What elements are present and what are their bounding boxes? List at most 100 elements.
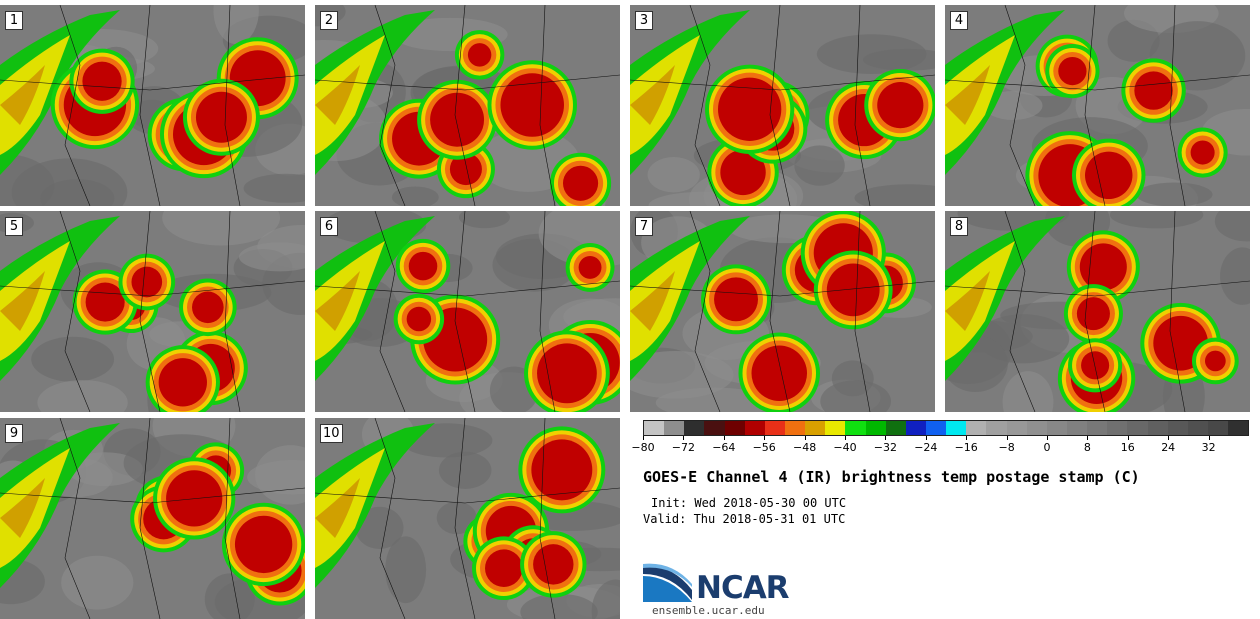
front-core-inner <box>315 65 360 125</box>
colorbar-swatch <box>946 421 967 435</box>
boundary-line <box>1004 5 1036 206</box>
panel-label: 5 <box>5 217 23 236</box>
colorbar-tick-label: −56 <box>752 441 776 454</box>
ir-image <box>945 211 1250 412</box>
ncar-logo-text: NCAR <box>696 570 790 606</box>
ground-texture <box>438 451 492 489</box>
panel-label: 10 <box>320 424 343 443</box>
front-core <box>945 35 1015 155</box>
boundary-line <box>315 74 620 91</box>
ground-texture <box>391 186 439 206</box>
ground-texture <box>1214 211 1250 242</box>
boundary-line <box>139 418 161 619</box>
colorbar-swatch <box>1107 421 1128 435</box>
colorbar-tick <box>1208 436 1210 440</box>
front-band <box>945 216 1065 381</box>
convective-cell-core <box>192 291 224 324</box>
ground-texture <box>591 579 620 619</box>
ground-texture <box>355 506 404 550</box>
boundary-line <box>315 280 620 297</box>
convective-cell-core <box>408 251 438 281</box>
boundary-line <box>374 5 406 206</box>
front-band <box>315 423 435 588</box>
front-core-inner <box>315 478 360 538</box>
convective-cell-core <box>131 266 163 298</box>
convective-cell-core <box>158 358 207 407</box>
colorbar-tick-label: −48 <box>792 441 817 454</box>
boundary-line <box>0 487 305 504</box>
colorbar-swatch <box>825 421 846 435</box>
satellite-panel-9: 9 <box>0 418 305 619</box>
boundary-line <box>374 211 406 412</box>
colorbar-swatch <box>764 421 785 435</box>
colorbar-tick <box>925 436 927 440</box>
panel-label: 4 <box>950 11 968 30</box>
boundary-line <box>454 5 476 206</box>
boundary-line <box>59 211 91 412</box>
colorbar-ticks: −80 −72 −64 −56 −48 −40 −32 −24 −16 −8 0 8 16 24 32 <box>631 436 1249 458</box>
colorbar-swatch <box>905 421 926 435</box>
init-time: Init: Wed 2018-05-30 00 UTC <box>651 496 847 510</box>
ground-texture <box>630 351 734 399</box>
convective-cell-core <box>1058 56 1087 86</box>
ir-image <box>0 418 305 619</box>
ground-texture <box>655 387 773 412</box>
colorbar-swatch <box>644 421 665 435</box>
colorbar-swatch <box>1147 421 1168 435</box>
ground-texture <box>31 336 115 382</box>
ground-texture <box>11 158 128 206</box>
colorbar-tick <box>764 436 766 440</box>
source-url: ensemble.ucar.edu <box>652 604 765 617</box>
convective-cell-core <box>1085 151 1133 200</box>
colorbar-swatch <box>1127 421 1148 435</box>
ground-texture <box>854 184 935 206</box>
colorbar-swatch <box>724 421 745 435</box>
colorbar-swatch <box>1006 421 1027 435</box>
front-core-inner <box>945 271 990 331</box>
colorbar-tick <box>1168 436 1170 440</box>
ground-texture <box>794 145 845 186</box>
convective-cell-core <box>562 165 599 201</box>
colorbar-swatch <box>966 421 987 435</box>
convective-cell-core <box>578 255 602 279</box>
front-core-inner <box>315 271 360 331</box>
front-band <box>315 216 435 381</box>
ir-image <box>315 5 620 206</box>
front-core <box>630 241 700 361</box>
convective-cell-core <box>166 470 223 527</box>
boundary-line <box>689 211 721 412</box>
colorbar-tick-label: −40 <box>833 441 857 454</box>
colorbar-swatch <box>845 421 866 435</box>
colorbar-tick-label: −64 <box>712 441 736 454</box>
colorbar-swatch <box>1207 421 1229 435</box>
colorbar-tick-label: −8 <box>998 441 1015 454</box>
ground-texture <box>238 242 305 272</box>
ncar-logo-icon <box>643 563 692 602</box>
colorbar-tick <box>643 436 644 440</box>
colorbar-swatch <box>1046 421 1067 435</box>
boundary-line <box>374 418 406 619</box>
boundary-line <box>1084 211 1106 412</box>
convective-cell-core <box>234 515 293 574</box>
convective-cell-core <box>533 544 574 585</box>
colorbar-tick-label: 8 <box>1083 441 1091 454</box>
convective-cell-core <box>714 277 758 322</box>
boundary-line <box>59 418 91 619</box>
boundary-line <box>854 5 871 206</box>
convective-cell-core <box>449 153 482 186</box>
colorbar-swatch <box>684 421 705 435</box>
ground-texture <box>162 211 281 246</box>
convective-cell-core <box>1134 71 1173 110</box>
colorbar-tick <box>1127 436 1129 440</box>
convective-cell-core <box>485 549 523 587</box>
convective-cell-core <box>826 263 880 317</box>
front-core-inner <box>0 478 45 538</box>
panel-label: 9 <box>5 424 23 443</box>
ir-image <box>945 5 1250 206</box>
front-core <box>0 241 70 361</box>
colorbar-tick <box>804 436 806 440</box>
colorbar-swatch <box>1228 421 1249 435</box>
ground-texture <box>1136 182 1213 206</box>
front-band <box>315 10 435 175</box>
convective-cell-core <box>1076 297 1110 331</box>
